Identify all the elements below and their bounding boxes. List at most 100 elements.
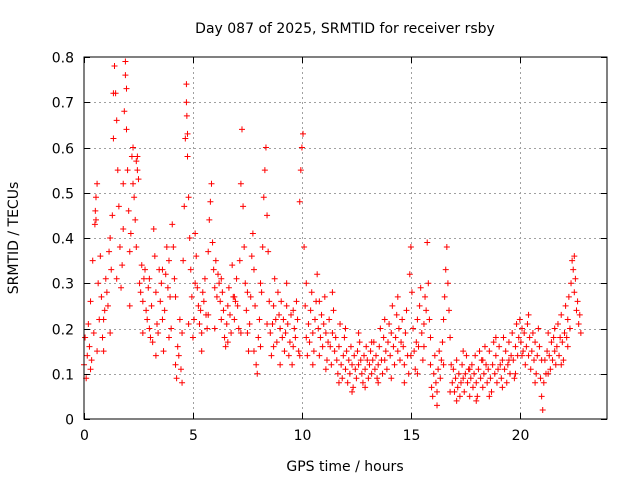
data-point-marker: [134, 167, 141, 174]
data-point-marker: [487, 375, 494, 382]
data-point-marker: [573, 307, 580, 314]
data-point-marker: [92, 216, 99, 223]
data-point-marker: [347, 343, 354, 350]
data-point-marker: [316, 352, 323, 359]
data-point-marker: [520, 348, 527, 355]
data-point-marker: [120, 225, 127, 232]
data-point-marker: [349, 361, 356, 368]
data-point-marker: [199, 289, 206, 296]
data-point-marker: [402, 330, 409, 337]
data-point-marker: [447, 388, 454, 395]
data-point-marker: [269, 320, 276, 327]
data-point-marker: [540, 379, 547, 386]
data-point-marker: [248, 253, 255, 260]
data-point-marker: [284, 320, 291, 327]
data-point-marker: [361, 352, 368, 359]
data-point-marker: [525, 352, 532, 359]
data-point-marker: [434, 388, 441, 395]
data-point-marker: [122, 72, 129, 79]
data-point-marker: [474, 393, 481, 400]
data-point-marker: [345, 357, 352, 364]
data-point-marker: [175, 352, 182, 359]
data-point-marker: [257, 343, 264, 350]
data-point-marker: [229, 262, 236, 269]
data-point-marker: [240, 203, 247, 210]
data-point-marker: [454, 384, 461, 391]
data-point-marker: [456, 393, 463, 400]
data-point-marker: [547, 366, 554, 373]
data-point-marker: [116, 244, 123, 251]
data-point-marker: [577, 330, 584, 337]
data-point-marker: [432, 379, 439, 386]
data-point-marker: [545, 370, 552, 377]
data-point-marker: [459, 361, 466, 368]
data-point-marker: [188, 293, 195, 300]
data-point-marker: [556, 352, 563, 359]
data-point-marker: [206, 216, 213, 223]
data-point-marker: [115, 203, 122, 210]
data-point-marker: [546, 352, 553, 359]
data-point-marker: [137, 289, 144, 296]
data-point-marker: [157, 298, 164, 305]
data-point-marker: [183, 81, 190, 88]
data-point-marker: [90, 330, 97, 337]
data-point-marker: [558, 361, 565, 368]
data-point-marker: [322, 366, 329, 373]
data-point-marker: [500, 334, 507, 341]
data-point-marker: [342, 366, 349, 373]
data-point-marker: [430, 370, 437, 377]
data-point-marker: [273, 339, 280, 346]
data-point-marker: [549, 357, 556, 364]
data-point-marker: [282, 330, 289, 337]
data-point-marker: [223, 320, 230, 327]
data-point-marker: [245, 348, 252, 355]
data-point-marker: [538, 393, 545, 400]
data-point-marker: [110, 135, 117, 142]
data-point-marker: [142, 266, 149, 273]
data-point-marker: [300, 130, 307, 137]
data-point-marker: [379, 370, 386, 377]
data-point-marker: [507, 370, 514, 377]
data-point-marker: [113, 275, 120, 282]
data-point-marker: [316, 298, 323, 305]
data-point-marker: [290, 307, 297, 314]
data-point-marker: [250, 348, 257, 355]
data-point-marker: [125, 207, 132, 214]
data-point-marker: [247, 293, 254, 300]
data-point-marker: [383, 366, 390, 373]
data-point-marker: [485, 366, 492, 373]
data-point-marker: [266, 298, 273, 305]
data-point-marker: [341, 334, 348, 341]
data-point-marker: [320, 320, 327, 327]
data-point-marker: [150, 225, 157, 232]
data-point-marker: [486, 393, 493, 400]
data-point-marker: [303, 280, 310, 287]
data-point-marker: [291, 325, 298, 332]
data-point-marker: [343, 348, 350, 355]
data-point-marker: [212, 257, 219, 264]
data-point-marker: [274, 289, 281, 296]
data-point-marker: [329, 289, 336, 296]
data-point-marker: [416, 302, 423, 309]
data-point-marker: [503, 379, 510, 386]
data-point-marker: [183, 112, 190, 119]
data-point-marker: [553, 343, 560, 350]
data-point-marker: [146, 275, 153, 282]
data-point-marker: [237, 180, 244, 187]
data-point-marker: [331, 348, 338, 355]
data-point-marker: [185, 194, 192, 201]
data-point-marker: [217, 298, 224, 305]
data-point-marker: [420, 320, 427, 327]
data-point-marker: [544, 348, 551, 355]
data-point-marker: [184, 130, 191, 137]
data-point-marker: [453, 397, 460, 404]
data-point-marker: [525, 311, 532, 318]
data-point-marker: [159, 316, 166, 323]
data-point-marker: [254, 370, 261, 377]
data-point-marker: [232, 298, 239, 305]
data-point-marker: [296, 198, 303, 205]
data-point-marker: [398, 339, 405, 346]
data-point-marker: [447, 334, 454, 341]
data-point-marker: [127, 230, 134, 237]
data-point-marker: [442, 266, 449, 273]
